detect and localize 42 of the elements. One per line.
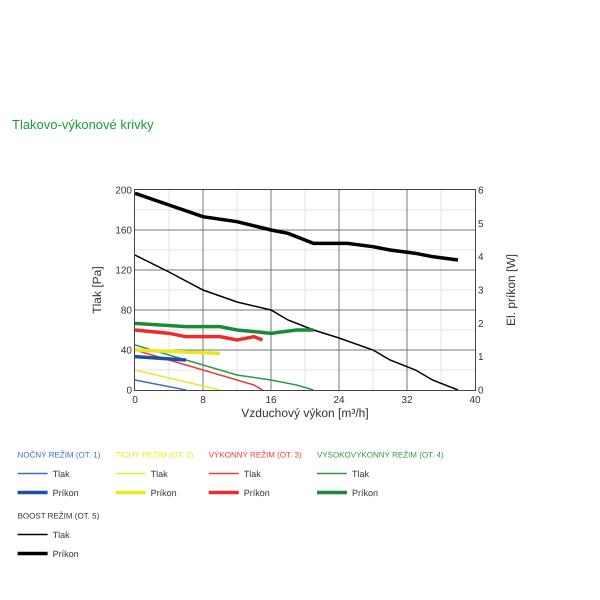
y2-tick-label: 5 [478,218,484,230]
y2-tick-label: 6 [478,186,484,196]
legend-label: Príkon [52,488,79,498]
legend-label: Tlak [244,469,262,480]
legend-label: Príkon [52,549,79,560]
y2-tick-label: 1 [478,352,484,364]
legend-label: Tlak [150,469,168,480]
y-tick-label: 0 [126,386,132,396]
x-axis-title: Vzduchový výkon [m³/h] [241,406,369,420]
x-tick-label: 24 [333,395,345,406]
y2-tick-label: 3 [478,286,484,296]
x-tick-label: 8 [200,395,206,406]
y-tick-label: 120 [115,266,132,276]
line-series [135,192,460,262]
text: BOOST REŽIM (OT. 5) [18,512,100,521]
y2-tick-label: 0 [478,386,484,396]
y2-tick-label: 2 [478,318,484,330]
text: NOČNÝ REŽIM (OT. 1) [18,450,101,460]
text: TICHÝ REŽIM (OT. 2) [116,450,194,460]
legend-label: Príkon [150,488,177,498]
y2-tick-label: 4 [478,252,484,264]
line-series [135,254,459,390]
text: VÝKONNÝ REŽIM (OT. 3) [208,450,302,460]
line-series [135,328,264,342]
y2-axis-title: El. príkon [W] [504,254,518,326]
line-series [135,322,316,336]
y-tick-label: 40 [120,346,132,356]
x-tick-label: 40 [469,395,481,406]
text: VYSOKOVÝKONNÝ REŽIM (OT. 4) [316,450,444,460]
legend-label: Príkon [244,488,270,498]
x-tick-label: 16 [265,395,277,406]
y-tick-label: 80 [120,306,132,316]
y-axis-title: Tlak [Pa] [90,266,104,314]
y-tick-label: 200 [115,186,132,196]
legend-label: Tlak [52,469,70,480]
y-tick-label: 160 [115,226,132,236]
legend-label: Tlak [52,530,70,540]
legend-label: Príkon [352,488,378,498]
chart-title: Tlakovo-výkonové krivky [12,117,154,132]
line-series [135,344,314,390]
x-tick-label: 32 [401,395,413,406]
legend-label: Tlak [352,469,370,480]
